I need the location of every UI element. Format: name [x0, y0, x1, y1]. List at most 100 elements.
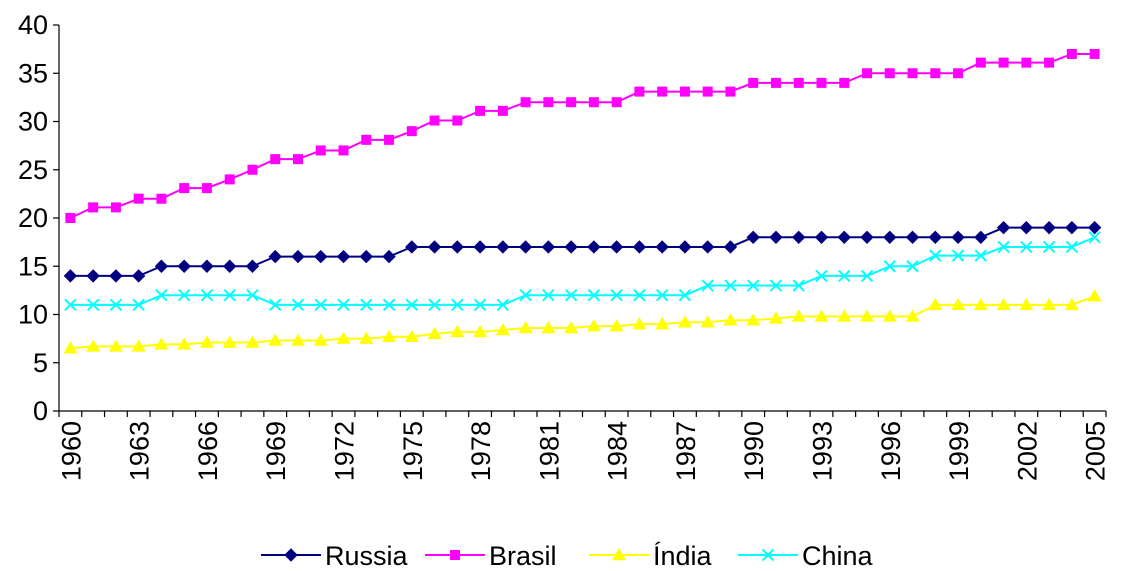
data-point-india: [495, 322, 510, 336]
legend-label-brasil: Brasil: [489, 541, 557, 571]
data-point-brasil: [497, 105, 508, 116]
data-point-india: [951, 297, 966, 311]
data-point-india: [359, 331, 374, 344]
data-point-russia: [1087, 220, 1102, 235]
data-point-india: [609, 319, 624, 332]
data-point-china: [792, 279, 805, 292]
data-point-india: [814, 309, 829, 322]
data-point-china: [1042, 240, 1056, 254]
data-point-russia: [655, 240, 669, 254]
y-tick-label: 10: [18, 300, 48, 330]
legend: Russia Brasil Índia China: [261, 541, 874, 571]
data-point-china: [974, 249, 988, 262]
data-point-russia: [200, 259, 214, 273]
data-point-india: [199, 335, 214, 348]
y-tick-label: 20: [18, 203, 48, 233]
data-point-russia: [974, 230, 988, 245]
x-tick-label: 1990: [739, 421, 769, 481]
data-point-india: [700, 315, 715, 328]
data-point-russia: [814, 230, 829, 245]
data-point-brasil: [770, 77, 781, 88]
data-point-russia: [291, 249, 305, 264]
data-point-russia: [359, 249, 373, 264]
data-point-china: [473, 298, 487, 312]
data-point-brasil: [270, 154, 281, 165]
data-point-china: [929, 249, 942, 262]
data-point-brasil: [702, 86, 713, 97]
data-point-russia: [518, 240, 533, 254]
data-point-brasil: [657, 86, 668, 97]
data-point-russia: [154, 259, 169, 273]
x-tick-label: 1987: [671, 421, 701, 481]
data-point-india: [723, 313, 738, 326]
data-point-china: [223, 288, 236, 302]
data-point-russia: [609, 240, 624, 254]
data-point-china: [405, 298, 419, 312]
data-point-india: [473, 324, 488, 338]
data-point-russia: [405, 240, 419, 254]
data-point-india: [677, 315, 692, 328]
legend-marker-brasil: [450, 550, 460, 560]
data-point-china: [86, 298, 100, 312]
data-point-china: [1065, 240, 1079, 254]
data-point-brasil: [975, 57, 986, 68]
data-point-brasil: [247, 164, 258, 175]
series-india: [63, 289, 1102, 354]
data-point-china: [746, 279, 760, 292]
data-point-china: [724, 279, 737, 292]
data-point-india: [222, 335, 237, 348]
x-tick-label: 1963: [125, 421, 155, 481]
data-point-brasil: [862, 68, 873, 79]
data-point-china: [1020, 240, 1033, 254]
data-point-china: [382, 298, 396, 312]
data-point-russia: [996, 220, 1011, 235]
data-point-china: [655, 288, 669, 302]
data-point-russia: [268, 249, 282, 264]
data-point-brasil: [930, 68, 941, 79]
data-point-india: [382, 329, 397, 342]
data-point-brasil: [1021, 57, 1032, 68]
data-point-brasil: [748, 77, 759, 88]
legend-item-china: China: [738, 541, 874, 571]
data-point-russia: [177, 259, 191, 273]
data-point-russia: [723, 240, 738, 254]
data-point-brasil: [110, 202, 121, 213]
data-point-india: [427, 326, 442, 340]
data-point-china: [64, 298, 77, 312]
data-point-brasil: [429, 115, 440, 126]
data-point-brasil: [1044, 57, 1055, 68]
data-point-china: [428, 298, 441, 312]
data-point-brasil: [839, 77, 850, 88]
data-point-india: [996, 297, 1011, 311]
data-point-russia: [951, 230, 965, 245]
data-point-brasil: [998, 57, 1009, 68]
data-point-china: [155, 288, 168, 302]
data-point-brasil: [679, 86, 690, 97]
data-point-brasil: [475, 105, 486, 116]
data-point-china: [269, 298, 282, 312]
data-point-china: [860, 269, 874, 283]
data-point-russia: [382, 249, 396, 264]
data-point-india: [928, 297, 943, 311]
data-point-india: [1019, 297, 1034, 311]
data-point-china: [177, 288, 191, 302]
data-point-brasil: [1066, 48, 1077, 59]
data-point-india: [86, 339, 101, 352]
y-tick-label: 15: [18, 251, 48, 281]
data-point-brasil: [315, 145, 326, 156]
legend-marker-india: [612, 548, 626, 561]
x-tick-label: 1969: [261, 421, 291, 481]
data-point-india: [336, 331, 351, 344]
x-tick-label: 1996: [876, 421, 906, 481]
x-tick-label: 1975: [398, 421, 428, 481]
data-point-india: [1042, 297, 1057, 311]
data-point-russia: [564, 240, 578, 254]
data-point-brasil: [224, 174, 235, 185]
data-point-russia: [427, 240, 442, 254]
data-point-russia: [1019, 220, 1034, 235]
x-tick-label: 1993: [807, 421, 837, 481]
data-point-russia: [837, 230, 851, 245]
data-point-brasil: [816, 77, 827, 88]
data-point-china: [951, 249, 965, 262]
data-point-china: [542, 288, 555, 302]
